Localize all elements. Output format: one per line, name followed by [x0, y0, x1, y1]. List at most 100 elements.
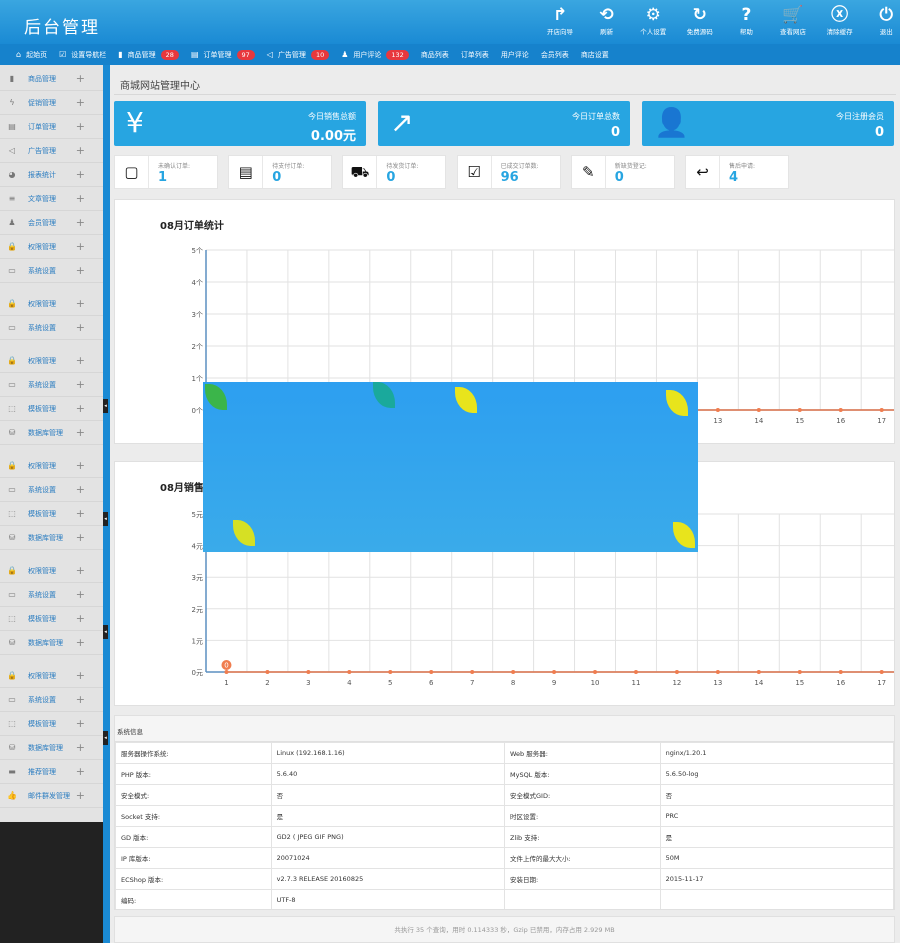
expand-icon[interactable]: +: [75, 96, 85, 109]
nav-item[interactable]: 订单列表: [461, 50, 489, 60]
nav-item[interactable]: 会员列表: [541, 50, 569, 60]
nav-item[interactable]: ⌂ 起始页: [16, 50, 47, 60]
expand-icon[interactable]: +: [75, 297, 85, 310]
header-button-1[interactable]: ⟲ 刷新: [584, 4, 630, 36]
expand-icon[interactable]: +: [75, 378, 85, 391]
nav-item[interactable]: 用户评论: [501, 50, 529, 60]
chart-title: 08月销售额统计: [160, 483, 234, 494]
expand-icon[interactable]: +: [75, 321, 85, 334]
sidebar-item[interactable]: ▭ 系统设置 +: [0, 259, 103, 283]
expand-icon[interactable]: +: [75, 765, 85, 778]
edit-note-icon: ✎: [572, 156, 606, 188]
sidebar-item[interactable]: ◕ 报表统计 +: [0, 163, 103, 187]
sidebar-item[interactable]: ▭ 系统设置 +: [0, 373, 103, 397]
expand-icon[interactable]: +: [75, 72, 85, 85]
nav-item[interactable]: ◁ 广告管理 10: [267, 49, 330, 60]
collapse-toggle[interactable]: ◂: [103, 731, 108, 745]
expand-icon[interactable]: +: [75, 717, 85, 730]
expand-icon[interactable]: +: [75, 741, 85, 754]
sidebar-item[interactable]: ◁ 广告管理 +: [0, 139, 103, 163]
redo-arrow-icon: ↱: [552, 5, 568, 25]
sidebar-item[interactable]: ⛁ 数据库管理 +: [0, 736, 103, 760]
sidebar-item[interactable]: ▤ 订单管理 +: [0, 115, 103, 139]
stat-card[interactable]: ▢ 未确认订单: 1: [114, 155, 218, 189]
header-button-3[interactable]: ↻ 免费源码: [677, 4, 723, 36]
sidebar-item[interactable]: ▭ 系统设置 +: [0, 478, 103, 502]
sidebar-item[interactable]: 🔒 权限管理 +: [0, 664, 103, 688]
stat-card[interactable]: ⛟ 待发货订单: 0: [342, 155, 447, 189]
collapse-toggle[interactable]: ◂: [103, 399, 108, 413]
stat-card[interactable]: ☑ 已成交订单数: 96: [456, 155, 561, 189]
header-button-5[interactable]: 🛒 查看网店: [770, 4, 816, 36]
sidebar-item[interactable]: ♟ 会员管理 +: [0, 211, 103, 235]
header-button-2[interactable]: ⚙ 个人设置: [630, 4, 676, 36]
sidebar-item[interactable]: 👍 邮件群发管理 +: [0, 784, 103, 808]
stat-value[interactable]: 0: [614, 170, 624, 185]
sidebar-item[interactable]: ▭ 系统设置 +: [0, 688, 103, 712]
expand-icon[interactable]: +: [75, 144, 85, 157]
sidebar-item[interactable]: ▬ 推荐管理 +: [0, 760, 103, 784]
nav-item[interactable]: 商店设置: [581, 50, 609, 60]
header-button-0[interactable]: ↱ 开店向导: [537, 4, 583, 36]
nav-item[interactable]: ♟ 用户评论 132: [341, 49, 409, 60]
sidebar-item[interactable]: ⛁ 数据库管理 +: [0, 421, 103, 445]
expand-icon[interactable]: +: [75, 612, 85, 625]
sidebar-item[interactable]: ϟ 促销管理 +: [0, 91, 103, 115]
stat-value[interactable]: 96: [500, 170, 519, 185]
template-icon: ⬚: [8, 404, 16, 413]
expand-icon[interactable]: +: [75, 636, 85, 649]
ad-banner-overlay[interactable]: [203, 382, 698, 552]
header-button-4[interactable]: ? 帮助: [723, 4, 769, 36]
stat-card[interactable]: ✎ 新缺货登记: 0: [570, 155, 675, 189]
expand-icon[interactable]: +: [75, 669, 85, 682]
expand-icon[interactable]: +: [75, 216, 85, 229]
stat-value[interactable]: 4: [729, 170, 739, 185]
expand-icon[interactable]: +: [75, 789, 85, 802]
expand-icon[interactable]: +: [75, 120, 85, 133]
stat-value[interactable]: 1: [158, 170, 168, 185]
expand-icon[interactable]: +: [75, 693, 85, 706]
collapse-toggle[interactable]: ◂: [103, 625, 108, 639]
sidebar-item[interactable]: ⬚ 模板管理 +: [0, 502, 103, 526]
stat-value[interactable]: 0: [386, 170, 396, 185]
stat-card[interactable]: ↩ 售后申请: 4: [685, 155, 789, 189]
sidebar-item[interactable]: ▮ 商品管理 +: [0, 67, 103, 91]
sidebar-item[interactable]: 🔒 权限管理 +: [0, 235, 103, 259]
sidebar-item[interactable]: ≡ 文章管理 +: [0, 187, 103, 211]
sidebar-item[interactable]: ▭ 系统设置 +: [0, 316, 103, 340]
nav-item[interactable]: ▮ 商品管理 28: [118, 49, 179, 60]
header-button-6[interactable]: ⓧ 清除缓存: [817, 4, 863, 36]
expand-icon[interactable]: +: [75, 192, 85, 205]
collapse-toggle[interactable]: ◂: [103, 512, 108, 526]
nav-item[interactable]: ☑ 设置导航栏: [59, 50, 106, 60]
expand-icon[interactable]: +: [75, 168, 85, 181]
sidebar-item[interactable]: 🔒 权限管理 +: [0, 559, 103, 583]
sidebar-item[interactable]: ⬚ 模板管理 +: [0, 712, 103, 736]
expand-icon[interactable]: +: [75, 507, 85, 520]
expand-icon[interactable]: +: [75, 354, 85, 367]
sidebar-item[interactable]: ▭ 系统设置 +: [0, 583, 103, 607]
stat-card[interactable]: ▤ 待支付订单: 0: [228, 155, 333, 189]
expand-icon[interactable]: +: [75, 264, 85, 277]
data-label-pin: [221, 660, 232, 670]
summary-card: ¥ 今日销售总额 0.00元: [114, 101, 366, 146]
expand-icon[interactable]: +: [75, 564, 85, 577]
sidebar-item[interactable]: ⛁ 数据库管理 +: [0, 631, 103, 655]
stat-value[interactable]: 0: [272, 170, 282, 185]
nav-item[interactable]: 商品列表: [421, 50, 449, 60]
expand-icon[interactable]: +: [75, 240, 85, 253]
expand-icon[interactable]: +: [75, 459, 85, 472]
expand-icon[interactable]: +: [75, 588, 85, 601]
sidebar-item[interactable]: 🔒 权限管理 +: [0, 454, 103, 478]
expand-icon[interactable]: +: [75, 483, 85, 496]
header-button-7[interactable]: ⏻ 退出: [863, 4, 900, 36]
sidebar-item[interactable]: ⬚ 模板管理 +: [0, 397, 103, 421]
expand-icon[interactable]: +: [75, 426, 85, 439]
expand-icon[interactable]: +: [75, 402, 85, 415]
sidebar-item[interactable]: ⬚ 模板管理 +: [0, 607, 103, 631]
nav-item[interactable]: ▤ 订单管理 97: [191, 49, 255, 60]
sidebar-item[interactable]: ⛁ 数据库管理 +: [0, 526, 103, 550]
sidebar-item[interactable]: 🔒 权限管理 +: [0, 292, 103, 316]
sidebar-item[interactable]: 🔒 权限管理 +: [0, 349, 103, 373]
expand-icon[interactable]: +: [75, 531, 85, 544]
